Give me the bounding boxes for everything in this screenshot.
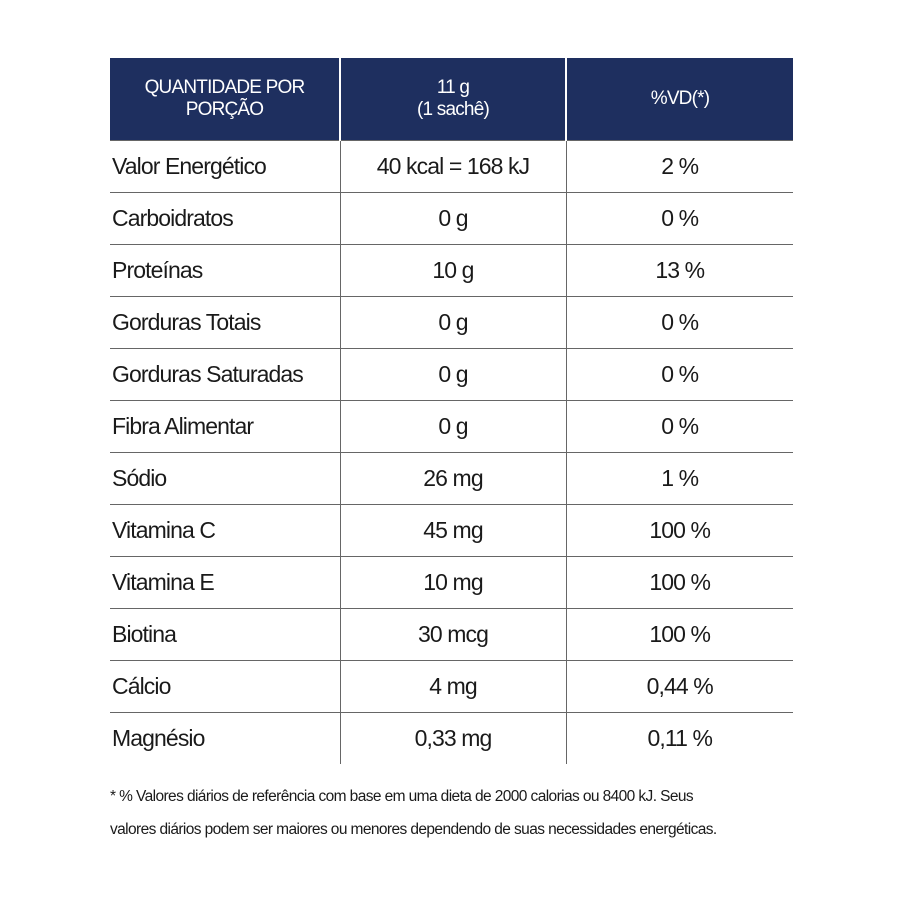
footnote-line: valores diários podem ser maiores ou men…	[110, 821, 717, 838]
header-row: QUANTIDADE POR PORÇÃO 11 g (1 sachê) %VD(*)	[110, 58, 793, 141]
nutrition-table-wrap: QUANTIDADE POR PORÇÃO 11 g (1 sachê) %VD(*) …	[110, 58, 793, 764]
daily-value: 100 %	[565, 608, 793, 661]
table-body: Valor Energético 40 kcal = 168 kJ 2 % Carbo…	[110, 140, 793, 764]
amount: 10 mg	[339, 556, 567, 609]
daily-value: 2 %	[565, 140, 793, 193]
table-row: Vitamina E 10 mg 100 %	[110, 556, 793, 609]
amount: 0 g	[339, 400, 567, 453]
table-row: Vitamina C 45 mg 100 %	[110, 504, 793, 557]
nutrient-name: Proteínas	[110, 244, 341, 297]
daily-value: 100 %	[565, 556, 793, 609]
nutrition-table: QUANTIDADE POR PORÇÃO 11 g (1 sachê) %VD(*) …	[110, 58, 793, 764]
nutrient-name: Gorduras Saturadas	[110, 348, 341, 401]
header-cell: 11 g (1 sachê)	[339, 58, 566, 141]
amount: 26 mg	[339, 452, 567, 505]
nutrient-name: Gorduras Totais	[110, 296, 341, 349]
footnote: * % Valores diários de referência com ba…	[110, 780, 800, 846]
amount: 0 g	[339, 348, 567, 401]
amount: 0 g	[339, 296, 567, 349]
amount: 40 kcal = 168 kJ	[339, 140, 567, 193]
amount: 45 mg	[339, 504, 567, 557]
nutrient-name: Biotina	[110, 608, 341, 661]
daily-value: 0,11 %	[565, 712, 793, 764]
header-line: %VD(*)	[650, 88, 710, 109]
table-row: Cálcio 4 mg 0,44 %	[110, 660, 793, 713]
table-row: Biotina 30 mcg 100 %	[110, 608, 793, 661]
daily-value: 0 %	[565, 348, 793, 401]
header-cell: %VD(*)	[565, 58, 793, 141]
nutrient-name: Magnésio	[110, 712, 341, 764]
nutrient-name: Vitamina E	[110, 556, 341, 609]
amount: 0 g	[339, 192, 567, 245]
amount: 30 mcg	[339, 608, 567, 661]
nutrient-name: Carboidratos	[110, 192, 341, 245]
header-line: QUANTIDADE POR	[144, 77, 306, 98]
nutrient-name: Fibra Alimentar	[110, 400, 341, 453]
nutrient-name: Vitamina C	[110, 504, 341, 557]
daily-value: 13 %	[565, 244, 793, 297]
daily-value: 1 %	[565, 452, 793, 505]
table-row: Valor Energético 40 kcal = 168 kJ 2 %	[110, 140, 793, 193]
daily-value: 0 %	[565, 192, 793, 245]
amount: 4 mg	[339, 660, 567, 713]
nutrient-name: Valor Energético	[110, 140, 341, 193]
amount: 0,33 mg	[339, 712, 567, 764]
nutrient-name: Cálcio	[110, 660, 341, 713]
header-line: (1 sachê)	[416, 99, 490, 120]
header-line: 11 g	[436, 77, 470, 98]
table-row: Sódio 26 mg 1 %	[110, 452, 793, 505]
daily-value: 0 %	[565, 296, 793, 349]
daily-value: 0,44 %	[565, 660, 793, 713]
nutrient-name: Sódio	[110, 452, 341, 505]
table-row: Magnésio 0,33 mg 0,11 %	[110, 712, 793, 764]
daily-value: 100 %	[565, 504, 793, 557]
footnote-line: * % Valores diários de referência com ba…	[110, 788, 694, 805]
table-row: Proteínas 10 g 13 %	[110, 244, 793, 297]
amount: 10 g	[339, 244, 567, 297]
header-cell: QUANTIDADE POR PORÇÃO	[110, 58, 340, 141]
header-line: PORÇÃO	[185, 99, 264, 120]
daily-value: 0 %	[565, 400, 793, 453]
